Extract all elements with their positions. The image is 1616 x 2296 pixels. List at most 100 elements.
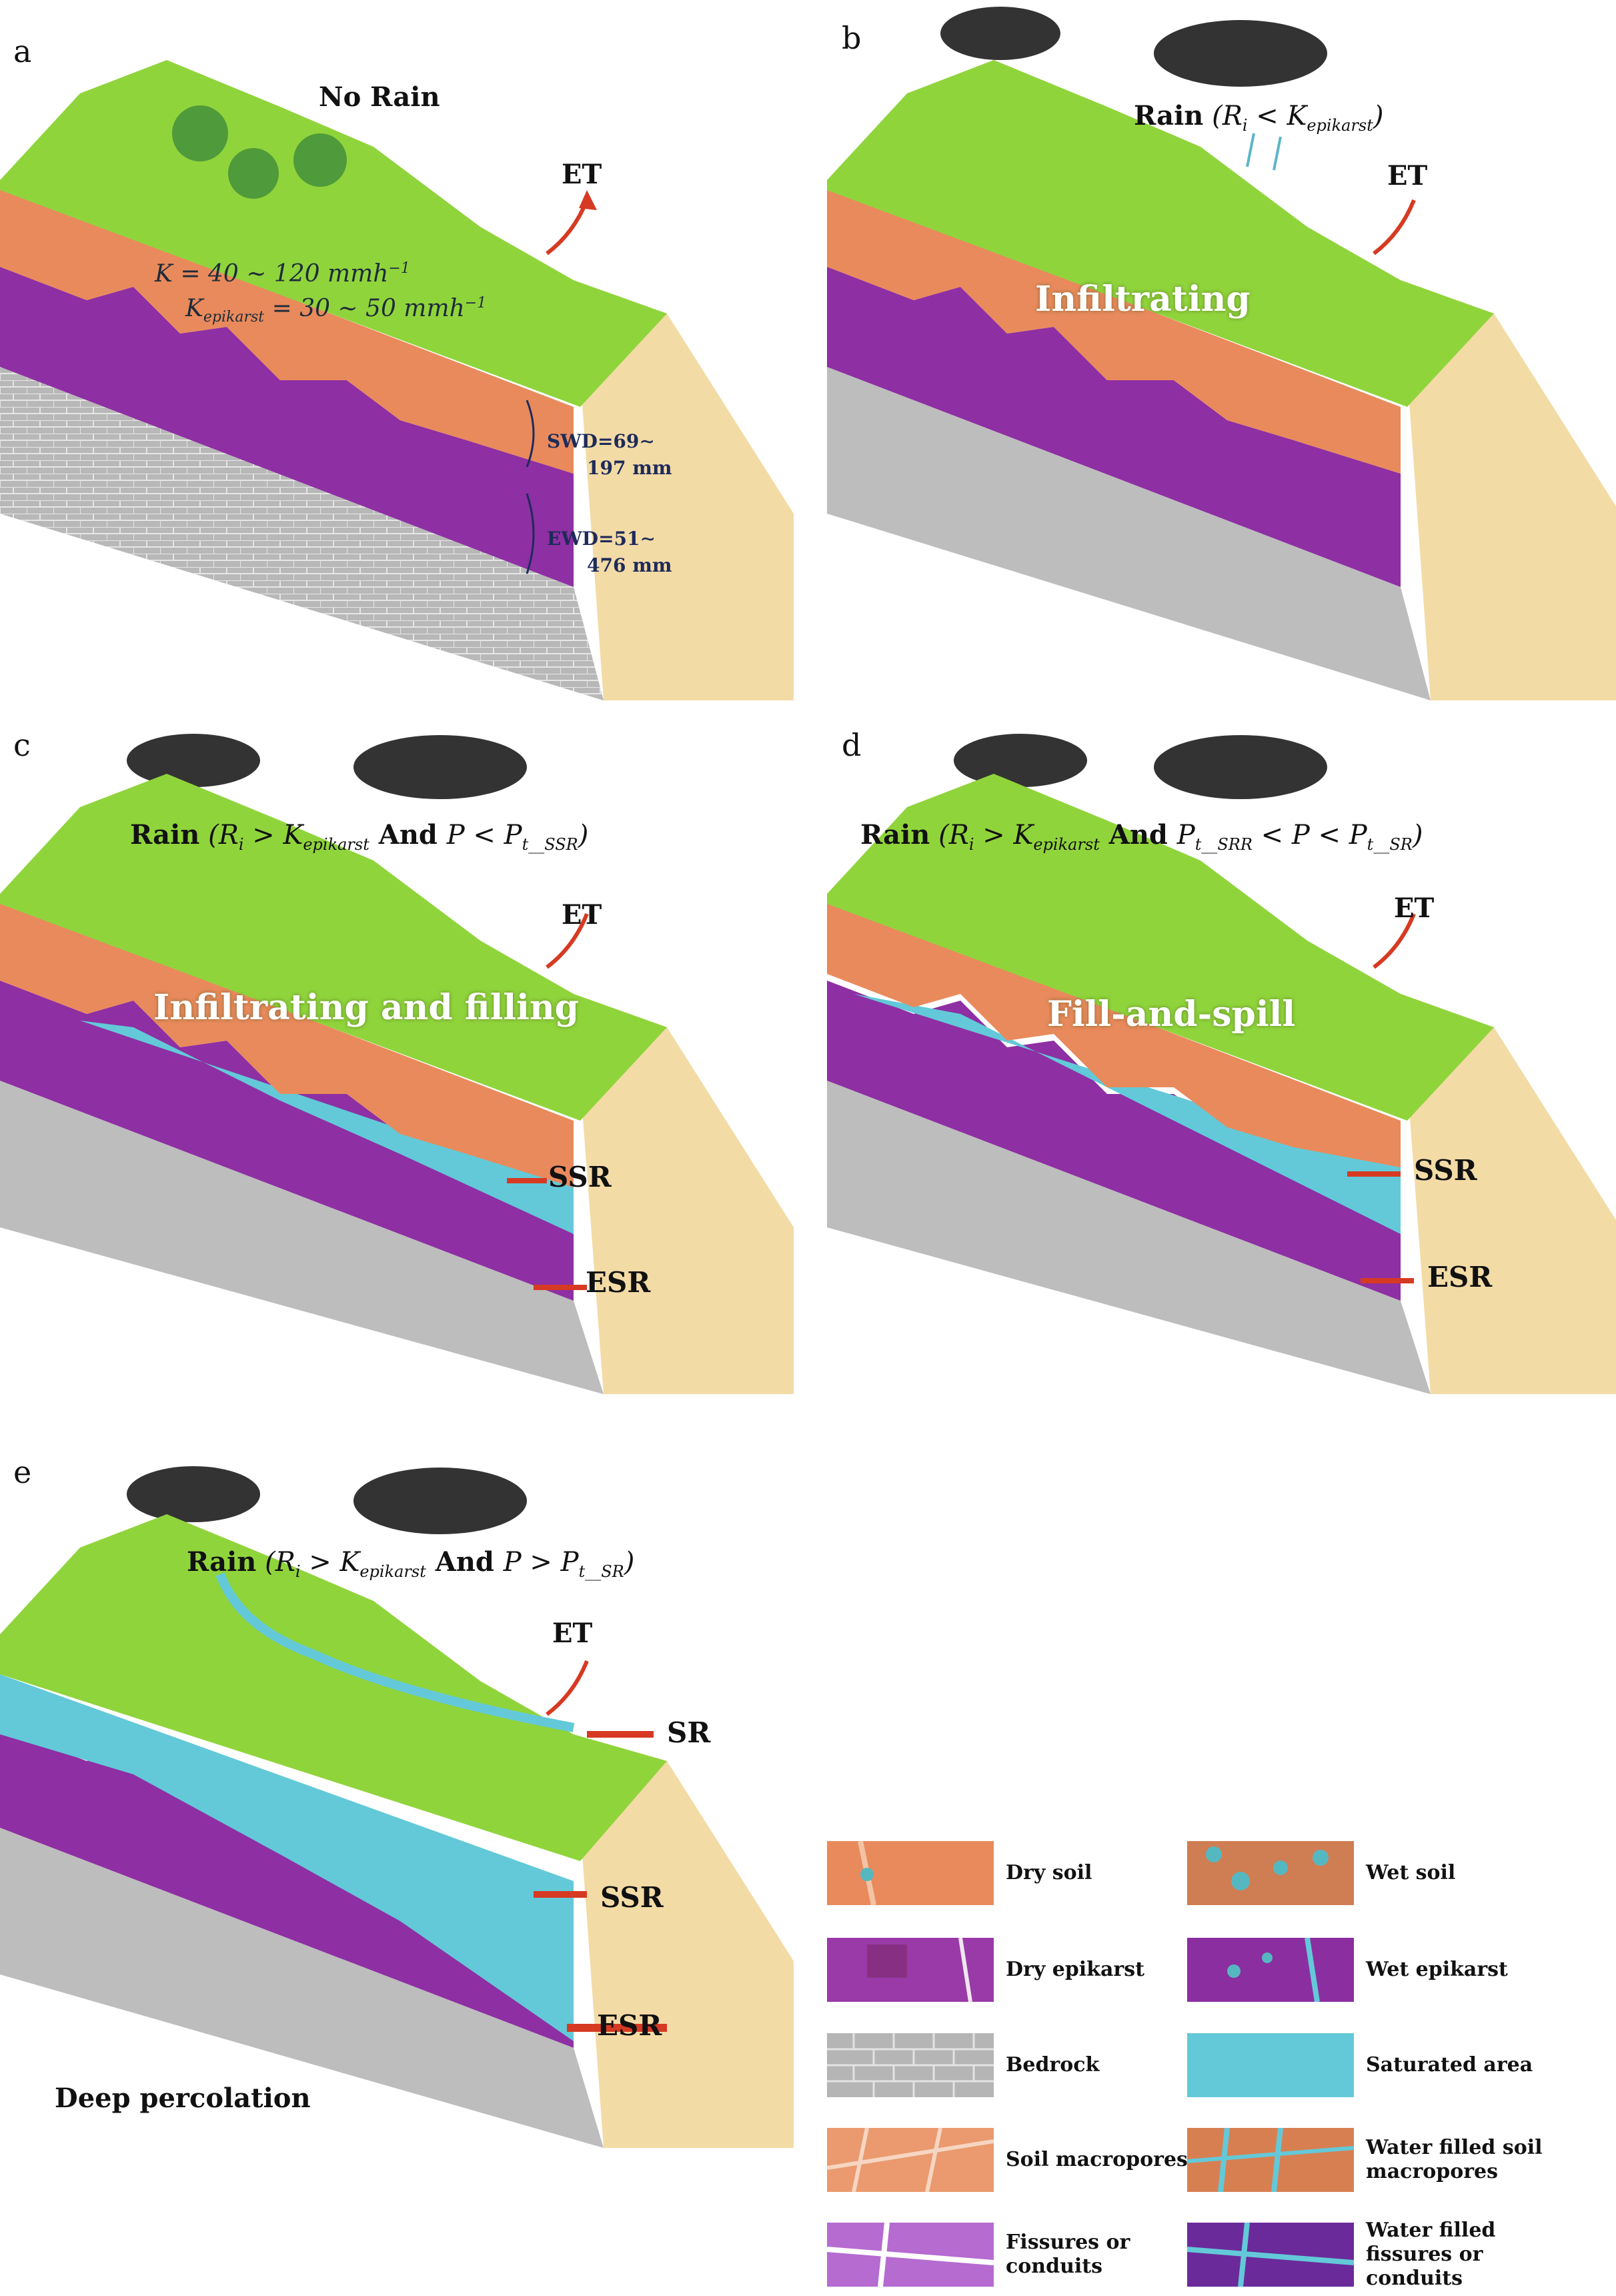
block-diagram-a bbox=[0, 60, 794, 700]
et-label: ET bbox=[562, 899, 602, 931]
grass-surface bbox=[827, 774, 1494, 1121]
epikarst-layer bbox=[0, 267, 574, 587]
et-arrow bbox=[546, 913, 589, 969]
swd-brace bbox=[526, 400, 535, 468]
ssr-label: SSR bbox=[1414, 1154, 1477, 1187]
bedrock-texture bbox=[0, 367, 604, 700]
esr-label: ESR bbox=[597, 2009, 662, 2042]
ewd-label: EWD=51∼ 476 mm bbox=[547, 528, 672, 576]
sr-label: SR bbox=[667, 1716, 711, 1749]
saturated-area bbox=[0, 1674, 574, 2041]
et-arrow bbox=[546, 1660, 589, 1716]
et-label: ET bbox=[552, 1618, 593, 1649]
cloud-icons bbox=[127, 1466, 527, 1534]
block-diagram-b bbox=[827, 7, 1616, 700]
legend-item-water-fissures: Water filled fissures or conduits bbox=[1187, 2219, 1574, 2296]
ssr-label: SSR bbox=[600, 1881, 664, 1914]
cloud-icons bbox=[127, 734, 527, 799]
legend-item-bedrock: Bedrock bbox=[827, 2033, 1214, 2107]
water-soil-macropores-swatch bbox=[1187, 2128, 1354, 2192]
legend-label: Bedrock bbox=[1006, 2053, 1100, 2077]
deep-percolation-label: Deep percolation bbox=[55, 2083, 311, 2114]
k-note: K = 40 ∼ 120 mmh−1 bbox=[155, 260, 410, 288]
panel-letter: b bbox=[842, 20, 862, 56]
block-diagram-e bbox=[0, 1466, 794, 2148]
legend-label: Wet epikarst bbox=[1366, 1958, 1508, 1981]
panel-caption: Rain (Ri > Kepikarst And P < Pt__SSR) bbox=[130, 819, 589, 854]
grass-surface bbox=[0, 774, 667, 1121]
panel-caption: Rain (Ri > Kepikarst And Pt__SRR < P < P… bbox=[860, 819, 1423, 854]
panel-letter: e bbox=[13, 1454, 32, 1490]
dry-soil-swatch bbox=[827, 1841, 994, 1905]
grass-surface bbox=[0, 60, 667, 407]
et-label: ET bbox=[1394, 893, 1435, 924]
dry-epikarst-swatch bbox=[827, 1938, 994, 2002]
legend-label: Dry epikarst bbox=[1006, 1958, 1144, 1981]
panel-letter: a bbox=[13, 33, 32, 69]
panel-e: e Rain (Ri > Kepikarst And P > Pt__SR) E… bbox=[0, 1454, 794, 2148]
soil-macropores-swatch bbox=[827, 2128, 994, 2192]
kepi-note: Kepikarst = 30 ∼ 50 mmh−1 bbox=[185, 295, 487, 326]
epikarst-layer bbox=[827, 981, 1401, 1301]
process-label: Infiltrating bbox=[1035, 279, 1251, 320]
soil-layer bbox=[0, 901, 574, 1187]
esr-label: ESR bbox=[1427, 1261, 1493, 1293]
saturated-swatch bbox=[1187, 2033, 1354, 2097]
legend-item-wet-soil: Wet soil bbox=[1187, 1841, 1574, 1914]
legend-label: Water filled fissures or conduits bbox=[1366, 2219, 1496, 2290]
panel-c: c Rain (Ri > Kepikarst And P < Pt__SSR) … bbox=[0, 727, 794, 1421]
legend-label: Soil macropores bbox=[1006, 2148, 1188, 2171]
panel-caption: No Rain bbox=[319, 81, 440, 113]
et-label: ET bbox=[562, 159, 602, 190]
panel-b: b Rain (Ri < Kepikarst) ET Infiltrating bbox=[827, 0, 1616, 700]
side-face bbox=[574, 1734, 794, 2148]
panel-letter: c bbox=[13, 727, 31, 763]
panel-letter: d bbox=[842, 727, 862, 763]
swd-label: SWD=69∼ 197 mm bbox=[547, 430, 672, 479]
wet-epikarst-swatch bbox=[1187, 1938, 1354, 2002]
bedrock-swatch bbox=[827, 2033, 994, 2097]
ssr-label: SSR bbox=[548, 1161, 612, 1193]
water-fissures-swatch bbox=[1187, 2223, 1354, 2287]
epikarst-layer bbox=[0, 981, 574, 1301]
bedrock-front bbox=[827, 367, 1431, 700]
legend-item-water-soil-macropores: Water filled soil macropores bbox=[1187, 2128, 1574, 2201]
cloud-icons bbox=[940, 7, 1327, 87]
bedrock-front bbox=[0, 1828, 604, 2148]
bedrock-front bbox=[0, 1081, 604, 1394]
block-diagram-d bbox=[827, 734, 1616, 1394]
cloud-icons bbox=[954, 734, 1327, 799]
soil-layer bbox=[827, 901, 1401, 1167]
legend-label: Fissures or conduits bbox=[1006, 2231, 1130, 2278]
et-arrow bbox=[1373, 199, 1416, 255]
legend-item-dry-epikarst: Dry epikarst bbox=[827, 1938, 1214, 2011]
epikarst-layer bbox=[0, 1728, 574, 2048]
panel-d: d Rain (Ri > Kepikarst And Pt__SRR < P <… bbox=[827, 727, 1616, 1421]
block-diagram-c bbox=[0, 734, 794, 1394]
legend: Dry soil Wet soil Dry epikarst Wet epika… bbox=[827, 1841, 1601, 2290]
surface-stream bbox=[215, 1572, 575, 1732]
soil-layer bbox=[827, 187, 1401, 474]
et-label: ET bbox=[1387, 160, 1428, 191]
process-label: Infiltrating and filling bbox=[153, 987, 580, 1028]
ewd-brace bbox=[526, 493, 535, 574]
legend-label: Dry soil bbox=[1006, 1861, 1092, 1884]
legend-label: Water filled soil macropores bbox=[1366, 2136, 1543, 2183]
panel-caption: Rain (Ri > Kepikarst And P > Pt__SR) bbox=[187, 1546, 635, 1581]
side-face bbox=[1401, 280, 1616, 700]
panel-a: a No Rain ET K = 40 ∼ 120 mmh−1 Kepikars… bbox=[0, 33, 794, 727]
et-arrow bbox=[1373, 913, 1416, 969]
legend-item-saturated: Saturated area bbox=[1187, 2033, 1574, 2107]
legend-item-dry-soil: Dry soil bbox=[827, 1841, 1214, 1914]
grass-surface bbox=[0, 1514, 667, 1861]
esr-label: ESR bbox=[586, 1266, 651, 1299]
legend-label: Saturated area bbox=[1366, 2053, 1533, 2077]
legend-item-soil-macropores: Soil macropores bbox=[827, 2128, 1214, 2201]
side-face bbox=[1401, 994, 1616, 1394]
tree-icons bbox=[172, 105, 347, 199]
et-arrow-head bbox=[579, 190, 597, 210]
soil-layer bbox=[0, 187, 574, 474]
legend-item-fissures: Fissures or conduits bbox=[827, 2223, 1214, 2296]
epikarst-layer bbox=[827, 267, 1401, 587]
